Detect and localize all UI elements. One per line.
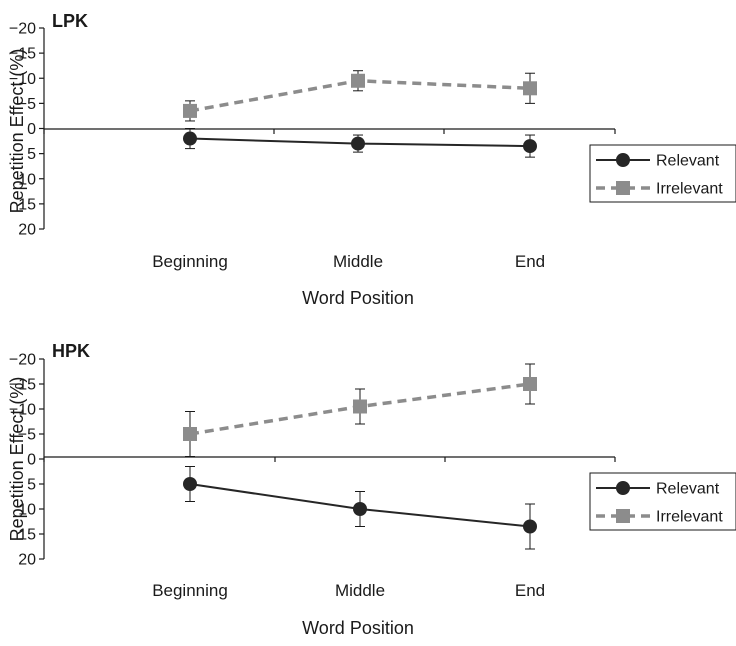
y-tick-label: −5	[18, 427, 36, 444]
y-tick-label: 10	[18, 502, 36, 519]
data-point	[351, 73, 365, 88]
y-tick-label: −10	[9, 402, 36, 419]
series-relevant	[183, 128, 537, 158]
y-tick-label: 0	[27, 121, 36, 138]
data-point	[351, 136, 365, 151]
y-tick-label: 20	[18, 552, 36, 569]
x-category-label: Middle	[333, 252, 383, 271]
y-tick-label: −5	[18, 96, 36, 113]
panel-title: LPK	[52, 11, 88, 31]
x-category-label: End	[515, 581, 545, 600]
y-tick-label: 15	[18, 196, 36, 213]
legend: Relevant Irrelevant	[589, 472, 736, 531]
legend-label: Relevant	[656, 481, 720, 498]
y-tick-label: 20	[18, 222, 36, 239]
y-tick-label: −10	[9, 71, 36, 88]
data-point	[183, 427, 197, 441]
data-point	[353, 399, 367, 414]
y-tick-label: 10	[18, 171, 36, 188]
y-tick-label: 5	[27, 146, 36, 163]
chart-panel-hpk: HPK −20 −15 −10 −5 0 5 10 15 20 Repetition Effect …	[7, 341, 736, 638]
series-irrelevant	[183, 363, 537, 457]
y-tick-label: −20	[9, 21, 36, 38]
panel-title: HPK	[52, 341, 90, 361]
data-point	[183, 103, 197, 118]
y-axis-label: Repetition Effect (%)	[7, 49, 27, 214]
legend-marker	[616, 509, 630, 523]
x-axis-label: Word Position	[302, 288, 414, 308]
series-relevant	[183, 466, 537, 550]
legend-marker	[616, 481, 630, 495]
x-category-label: Beginning	[152, 581, 228, 600]
legend: Relevant Irrelevant	[589, 144, 736, 203]
y-axis-label: Repetition Effect (%)	[7, 377, 27, 542]
legend-marker	[616, 181, 630, 195]
y-tick-label: −20	[9, 352, 36, 369]
x-category-label: End	[515, 252, 545, 271]
y-tick-label: 15	[18, 527, 36, 544]
series-irrelevant	[183, 70, 537, 122]
legend-label: Irrelevant	[656, 181, 723, 198]
x-category-label: Beginning	[152, 252, 228, 271]
legend-label: Relevant	[656, 153, 720, 170]
y-tick-label: 0	[27, 452, 36, 469]
legend-box	[589, 144, 736, 203]
chart-panel-lpk: LPK −20 −15 −10 −5 0 5 10 15 20 Repetition Effect …	[7, 11, 736, 308]
legend-label: Irrelevant	[656, 509, 723, 526]
data-point	[523, 139, 537, 154]
x-category-label: Middle	[335, 581, 385, 600]
data-point	[523, 377, 537, 391]
y-tick-label: −15	[9, 377, 36, 394]
data-point	[523, 81, 537, 96]
y-tick-label: −15	[9, 46, 36, 63]
data-point	[353, 502, 367, 516]
data-point	[183, 131, 197, 146]
legend-box	[589, 472, 736, 531]
data-point	[183, 477, 197, 491]
y-tick-label: 5	[27, 477, 36, 494]
x-axis-label: Word Position	[302, 618, 414, 638]
data-point	[523, 519, 537, 534]
legend-marker	[616, 153, 630, 167]
